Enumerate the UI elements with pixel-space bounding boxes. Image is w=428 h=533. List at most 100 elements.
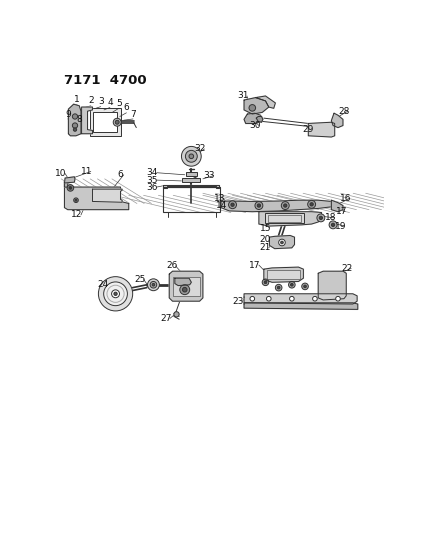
Circle shape	[267, 296, 271, 301]
Polygon shape	[68, 104, 81, 136]
Circle shape	[104, 282, 128, 305]
Text: 33: 33	[203, 171, 214, 180]
Bar	[172, 277, 199, 296]
Circle shape	[148, 279, 159, 290]
Polygon shape	[318, 271, 346, 300]
Circle shape	[115, 120, 119, 124]
Polygon shape	[82, 107, 92, 134]
Circle shape	[72, 114, 77, 119]
Text: 10: 10	[55, 169, 67, 178]
Polygon shape	[221, 200, 331, 212]
Circle shape	[310, 203, 313, 206]
Circle shape	[229, 201, 237, 209]
Text: 1: 1	[74, 95, 80, 104]
Circle shape	[189, 154, 193, 159]
Text: 32: 32	[194, 144, 205, 154]
Bar	[268, 215, 301, 222]
Circle shape	[75, 199, 77, 201]
Circle shape	[67, 184, 74, 191]
Text: 19: 19	[335, 222, 346, 231]
Circle shape	[152, 284, 155, 286]
Circle shape	[279, 239, 285, 246]
Circle shape	[180, 285, 190, 295]
Text: 29: 29	[302, 125, 313, 134]
Text: 12: 12	[71, 211, 83, 220]
Circle shape	[281, 241, 283, 244]
Text: 34: 34	[146, 168, 158, 177]
Circle shape	[329, 221, 337, 229]
Circle shape	[290, 296, 294, 301]
Text: 26: 26	[166, 261, 177, 270]
Polygon shape	[169, 271, 203, 301]
Polygon shape	[308, 122, 335, 137]
Text: 31: 31	[238, 92, 249, 101]
Text: 5: 5	[116, 99, 122, 108]
Text: 25: 25	[134, 275, 145, 284]
Polygon shape	[65, 177, 75, 183]
Circle shape	[231, 203, 234, 206]
Text: 35: 35	[146, 175, 158, 184]
Circle shape	[275, 284, 282, 291]
Polygon shape	[175, 278, 191, 286]
Circle shape	[331, 223, 335, 227]
Text: 15: 15	[260, 224, 271, 232]
Circle shape	[72, 123, 77, 128]
Text: 23: 23	[233, 297, 244, 306]
Circle shape	[317, 214, 325, 222]
Polygon shape	[244, 113, 262, 124]
Circle shape	[336, 296, 340, 301]
Text: 24: 24	[98, 280, 109, 289]
Text: 22: 22	[342, 264, 353, 273]
Text: 2: 2	[88, 96, 94, 106]
Circle shape	[249, 104, 256, 111]
Circle shape	[302, 283, 308, 290]
Text: 21: 21	[259, 244, 270, 252]
Text: 36: 36	[146, 183, 158, 191]
Circle shape	[114, 292, 117, 295]
Circle shape	[185, 150, 197, 162]
Polygon shape	[65, 181, 129, 209]
Text: 30: 30	[249, 121, 261, 130]
Polygon shape	[65, 179, 68, 187]
Text: 11: 11	[81, 167, 92, 176]
Circle shape	[98, 277, 133, 311]
Polygon shape	[92, 189, 122, 202]
Circle shape	[257, 204, 261, 207]
Bar	[90, 108, 122, 136]
Circle shape	[291, 284, 293, 286]
Bar	[267, 270, 300, 279]
Circle shape	[174, 312, 179, 317]
Text: 6: 6	[117, 170, 123, 179]
Bar	[265, 213, 304, 223]
Polygon shape	[256, 117, 263, 122]
Circle shape	[319, 216, 323, 220]
Polygon shape	[331, 113, 343, 127]
Text: 4: 4	[107, 98, 113, 107]
Circle shape	[281, 201, 289, 209]
Circle shape	[73, 128, 77, 131]
Circle shape	[113, 118, 121, 126]
Bar	[186, 172, 197, 176]
Circle shape	[112, 290, 119, 298]
Text: 7: 7	[130, 109, 136, 118]
Bar	[182, 178, 200, 182]
Text: 17: 17	[336, 207, 347, 216]
Circle shape	[277, 286, 280, 289]
Text: 13: 13	[214, 194, 225, 203]
Text: 14: 14	[216, 201, 228, 210]
Circle shape	[181, 147, 201, 166]
Polygon shape	[270, 236, 294, 248]
Text: 7171  4700: 7171 4700	[65, 74, 147, 87]
Circle shape	[262, 279, 269, 286]
Text: 27: 27	[160, 314, 172, 323]
Polygon shape	[244, 303, 358, 309]
Bar	[163, 187, 220, 212]
Polygon shape	[264, 267, 303, 282]
Bar	[93, 112, 117, 133]
Circle shape	[182, 287, 187, 292]
Circle shape	[288, 281, 295, 288]
Text: 6: 6	[124, 103, 129, 112]
Text: 20: 20	[259, 235, 270, 244]
Polygon shape	[163, 184, 219, 188]
Text: 8: 8	[77, 115, 82, 124]
